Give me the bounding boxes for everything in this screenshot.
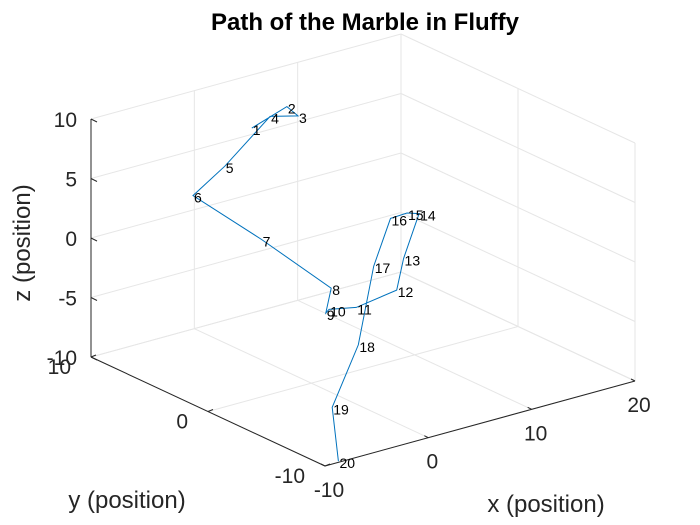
point-label: 4 bbox=[271, 110, 279, 126]
grid-line-back-z bbox=[90, 212, 402, 298]
marble-path-line bbox=[192, 105, 420, 462]
point-label: 11 bbox=[357, 301, 372, 317]
y-tick-mark bbox=[324, 463, 331, 467]
z-tick-label: -5 bbox=[58, 288, 77, 311]
point-label: 20 bbox=[339, 455, 355, 471]
point-label: 17 bbox=[375, 260, 391, 276]
z-tick-mark bbox=[90, 178, 98, 182]
y-tick-mark bbox=[90, 354, 97, 358]
point-label: 18 bbox=[359, 339, 375, 355]
x-axis-label: x (position) bbox=[487, 491, 604, 518]
point-label: 5 bbox=[226, 160, 234, 176]
grid-layer bbox=[90, 33, 636, 467]
x-tick-label: 20 bbox=[627, 394, 650, 417]
z-tick-label: 10 bbox=[54, 109, 77, 132]
y-axis-label: y (position) bbox=[68, 487, 185, 514]
axis-layer bbox=[90, 118, 636, 467]
x-tick-mark bbox=[320, 463, 326, 467]
point-label: 12 bbox=[398, 284, 414, 300]
y-tick-mark bbox=[207, 409, 214, 412]
y-tick-label: 0 bbox=[176, 411, 188, 434]
z-tick-mark bbox=[90, 356, 98, 361]
z-tick-mark bbox=[90, 118, 98, 123]
grid-line-side-z bbox=[400, 93, 636, 203]
z-tick-label: -10 bbox=[47, 347, 77, 370]
point-label: 10 bbox=[330, 303, 346, 319]
x-tick-label: -10 bbox=[314, 479, 344, 502]
x-axis-line bbox=[324, 380, 636, 467]
point-label: 13 bbox=[405, 252, 421, 268]
grid-line-back-z bbox=[90, 93, 402, 179]
point-label: 14 bbox=[420, 208, 436, 224]
series-path-3d bbox=[192, 105, 420, 462]
grid-line-back-z bbox=[90, 33, 402, 120]
x-tick-mark bbox=[424, 435, 429, 439]
point-label: 2 bbox=[288, 101, 296, 117]
grid-line-back-z bbox=[90, 152, 402, 239]
z-tick-mark bbox=[90, 237, 98, 242]
grid-line-floor-y bbox=[207, 326, 519, 412]
point-label: 8 bbox=[332, 282, 340, 298]
x-tick-mark bbox=[630, 378, 636, 382]
grid-line-side-z bbox=[400, 152, 636, 263]
z-tick-mark bbox=[90, 297, 98, 301]
point-label: 19 bbox=[333, 401, 349, 417]
grid-line-side-z bbox=[400, 33, 636, 144]
chart-title: Path of the Marble in Fluffy bbox=[211, 9, 520, 36]
y-tick-label: -10 bbox=[275, 465, 305, 488]
point-label: 15 bbox=[408, 207, 424, 223]
point-label: 3 bbox=[299, 110, 307, 126]
grid-line-back-z bbox=[90, 271, 402, 358]
grid-line-side-z bbox=[400, 271, 636, 382]
x-tick-mark bbox=[527, 406, 532, 410]
grid-line-side-z bbox=[400, 212, 636, 322]
y-tick-label: 10 bbox=[48, 356, 71, 379]
point-label: 7 bbox=[263, 234, 271, 250]
z-tick-label: 0 bbox=[65, 228, 77, 251]
point-label: 16 bbox=[391, 212, 407, 228]
z-tick-label: 5 bbox=[65, 169, 77, 192]
point-label: 6 bbox=[194, 190, 202, 206]
z-axis-label: z (position) bbox=[9, 184, 36, 301]
point-label: 9 bbox=[327, 307, 335, 323]
point-label: 1 bbox=[253, 122, 261, 138]
x-tick-label: 10 bbox=[524, 422, 547, 445]
x-tick-label: 0 bbox=[426, 451, 438, 474]
